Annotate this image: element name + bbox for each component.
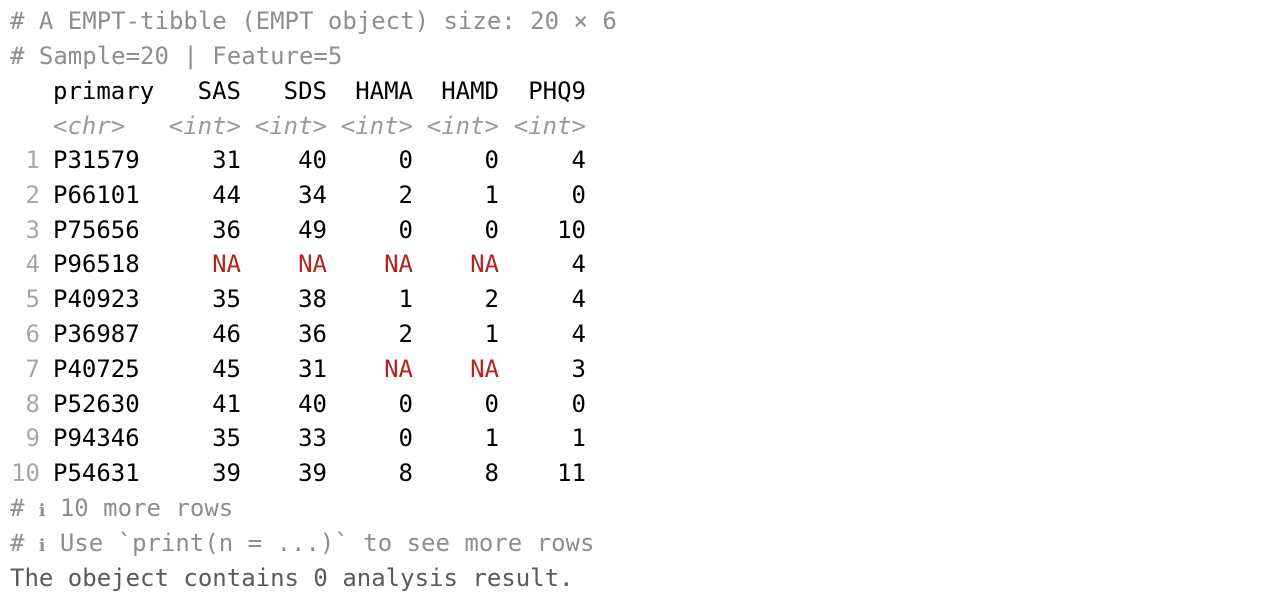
- table-cell: 1: [484, 181, 499, 209]
- column-header: primary: [53, 77, 155, 105]
- table-cell-na: NA: [298, 250, 327, 278]
- table-cell: 1: [484, 320, 499, 348]
- column-type: <int>: [340, 112, 413, 140]
- column-header: HAMA: [355, 77, 413, 105]
- table-cell: 4: [571, 146, 586, 174]
- table-cell: 2: [484, 285, 499, 313]
- table-cell: 0: [398, 424, 413, 452]
- table-cell-primary: P52630: [53, 390, 140, 418]
- table-cell-primary: P94346: [53, 424, 140, 452]
- table-cell: 1: [484, 424, 499, 452]
- table-cell: 1: [571, 424, 586, 452]
- table-cell-primary: P96518: [53, 250, 140, 278]
- table-cell: 49: [298, 216, 327, 244]
- table-cell: 0: [398, 216, 413, 244]
- table-cell: 0: [571, 390, 586, 418]
- row-number: 3: [25, 216, 40, 244]
- column-header: SAS: [197, 77, 241, 105]
- column-header: SDS: [283, 77, 327, 105]
- table-cell: 4: [571, 285, 586, 313]
- table-cell-na: NA: [212, 250, 241, 278]
- table-cell-primary: P40725: [53, 355, 140, 383]
- table-cell-na: NA: [384, 250, 413, 278]
- table-cell: 39: [212, 459, 241, 487]
- table-cell: 38: [298, 285, 327, 313]
- table-cell-na: NA: [384, 355, 413, 383]
- print-hint-comment: # ℹ Use `print(n = ...)` to see more row…: [10, 529, 595, 557]
- table-cell: 2: [398, 320, 413, 348]
- analysis-summary-line: The obeject contains 0 analysis result.: [10, 564, 574, 592]
- tibble-size-comment: # A EMPT-tibble (EMPT object) size: 20 ×…: [10, 7, 617, 35]
- table-cell: 11: [557, 459, 586, 487]
- table-cell: 36: [212, 216, 241, 244]
- column-header: PHQ9: [528, 77, 586, 105]
- row-number: 8: [25, 390, 40, 418]
- column-type: <chr>: [53, 112, 126, 140]
- column-type: <int>: [426, 112, 499, 140]
- column-type: <int>: [168, 112, 241, 140]
- table-cell: 2: [398, 181, 413, 209]
- table-cell: 10: [557, 216, 586, 244]
- table-cell-primary: P75656: [53, 216, 140, 244]
- table-cell: 36: [298, 320, 327, 348]
- table-cell: 41: [212, 390, 241, 418]
- table-cell-primary: P54631: [53, 459, 140, 487]
- row-number: 4: [25, 250, 40, 278]
- table-cell: 31: [212, 146, 241, 174]
- table-cell: 0: [571, 181, 586, 209]
- table-cell-primary: P40923: [53, 285, 140, 313]
- row-number: 6: [25, 320, 40, 348]
- table-cell: 1: [398, 285, 413, 313]
- table-cell: 33: [298, 424, 327, 452]
- row-number: 7: [25, 355, 40, 383]
- table-cell-primary: P66101: [53, 181, 140, 209]
- table-cell-primary: P31579: [53, 146, 140, 174]
- table-cell: 39: [298, 459, 327, 487]
- table-cell: 44: [212, 181, 241, 209]
- table-cell: 34: [298, 181, 327, 209]
- info-icon: ℹ: [38, 501, 46, 521]
- table-cell: 8: [398, 459, 413, 487]
- info-icon: ℹ: [38, 536, 46, 556]
- row-number: 10: [11, 459, 40, 487]
- table-cell: 0: [484, 146, 499, 174]
- sample-feature-comment: # Sample=20 | Feature=5: [10, 42, 343, 70]
- table-cell: 35: [212, 424, 241, 452]
- table-cell: 40: [298, 390, 327, 418]
- column-type: <int>: [513, 112, 586, 140]
- row-number: 2: [25, 181, 40, 209]
- table-cell: 0: [484, 390, 499, 418]
- table-cell: 46: [212, 320, 241, 348]
- table-cell-na: NA: [470, 355, 499, 383]
- table-cell: 0: [398, 146, 413, 174]
- table-cell-na: NA: [470, 250, 499, 278]
- column-type: <int>: [254, 112, 327, 140]
- row-number: 5: [25, 285, 40, 313]
- table-cell: 0: [484, 216, 499, 244]
- table-cell: 8: [484, 459, 499, 487]
- row-number: 9: [25, 424, 40, 452]
- table-cell: 4: [571, 320, 586, 348]
- table-cell: 31: [298, 355, 327, 383]
- more-rows-comment: # ℹ 10 more rows: [10, 494, 234, 522]
- table-cell: 35: [212, 285, 241, 313]
- table-cell: 40: [298, 146, 327, 174]
- table-cell: 0: [398, 390, 413, 418]
- table-cell: 3: [571, 355, 586, 383]
- table-cell: 4: [571, 250, 586, 278]
- column-header: HAMD: [441, 77, 499, 105]
- table-cell: 45: [212, 355, 241, 383]
- row-number: 1: [25, 146, 40, 174]
- table-cell-primary: P36987: [53, 320, 140, 348]
